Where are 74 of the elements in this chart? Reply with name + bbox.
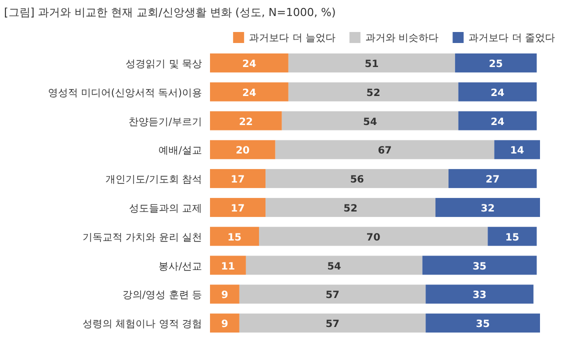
data-label: 57 <box>326 290 340 302</box>
data-label: 15 <box>505 232 520 244</box>
bar <box>455 53 537 72</box>
data-label: 35 <box>472 261 487 272</box>
data-label: 14 <box>510 146 524 157</box>
data-label: 35 <box>476 319 490 330</box>
y-tick-label: 성도들과의 교제 <box>128 203 202 214</box>
data-label: 54 <box>327 261 342 272</box>
data-label: 24 <box>490 88 505 99</box>
legend-label: 과거보다 더 줄었다 <box>468 33 555 44</box>
data-label: 67 <box>378 146 392 157</box>
bar <box>266 169 449 188</box>
y-tick-label: 성경읽기 및 묵상 <box>126 58 202 70</box>
data-label: 22 <box>238 116 253 128</box>
bar <box>210 226 260 246</box>
y-tick-label: 찬양듣기/부르기 <box>128 116 202 128</box>
bar <box>266 198 436 217</box>
bar <box>282 111 458 130</box>
data-label: 51 <box>364 58 379 70</box>
data-label: 15 <box>228 232 242 244</box>
y-tick-label: 강의/영성 훈련 등 <box>122 290 202 302</box>
data-label: 32 <box>480 203 495 214</box>
bar <box>239 284 426 304</box>
data-label: 25 <box>488 58 503 70</box>
data-label: 33 <box>472 290 487 302</box>
data-label: 24 <box>242 58 256 70</box>
data-label: 52 <box>344 203 358 214</box>
bar <box>239 314 426 333</box>
data-label: 17 <box>230 174 245 186</box>
data-label: 24 <box>490 116 505 128</box>
bar <box>210 314 240 333</box>
bar <box>210 53 288 72</box>
bar <box>426 314 540 333</box>
bar <box>494 140 540 160</box>
data-label: 70 <box>366 232 380 244</box>
bar <box>210 198 266 217</box>
bar <box>422 256 537 275</box>
bar <box>426 284 534 304</box>
chart-title: [그림] 과거와 비교한 현재 교회/신앙생활 변화 (성도, N=1000, %) <box>4 6 336 19</box>
bar <box>488 226 537 246</box>
y-tick-label: 영성적 미디어(신앙서적 독서)이용 <box>48 88 202 99</box>
bar <box>210 82 288 102</box>
data-label: 56 <box>350 174 364 186</box>
bar <box>210 256 246 275</box>
data-label: 24 <box>242 88 256 99</box>
y-tick-label: 예배/설교 <box>158 146 202 157</box>
data-label: 9 <box>221 319 228 330</box>
data-label: 9 <box>221 290 228 302</box>
y-tick-label: 기독교적 가치와 윤리 실천 <box>82 232 202 244</box>
bar <box>458 82 537 102</box>
bar <box>259 226 488 246</box>
bar <box>435 198 540 217</box>
data-label: 17 <box>230 203 245 214</box>
bar <box>210 111 282 130</box>
data-label: 11 <box>221 261 235 272</box>
bar <box>275 140 494 160</box>
legend-label: 과거보다 더 늘었다 <box>249 33 336 44</box>
y-tick-label: 성령의 체험이나 영적 경험 <box>82 319 202 330</box>
data-label: 20 <box>236 146 250 157</box>
bar <box>210 169 266 188</box>
bar <box>246 256 422 275</box>
data-label: 52 <box>366 88 380 99</box>
data-label: 57 <box>326 319 340 330</box>
bar <box>288 82 458 102</box>
bar <box>288 53 456 72</box>
legend-label: 과거와 비슷하다 <box>365 33 439 44</box>
data-label: 54 <box>363 116 378 128</box>
bar <box>210 140 276 160</box>
bar <box>448 169 537 188</box>
data-label: 27 <box>486 174 500 186</box>
bar <box>210 284 240 304</box>
y-tick-label: 개인기도/기도회 참석 <box>105 174 202 186</box>
bar <box>458 111 537 130</box>
y-tick-label: 봉사/선교 <box>158 261 202 272</box>
